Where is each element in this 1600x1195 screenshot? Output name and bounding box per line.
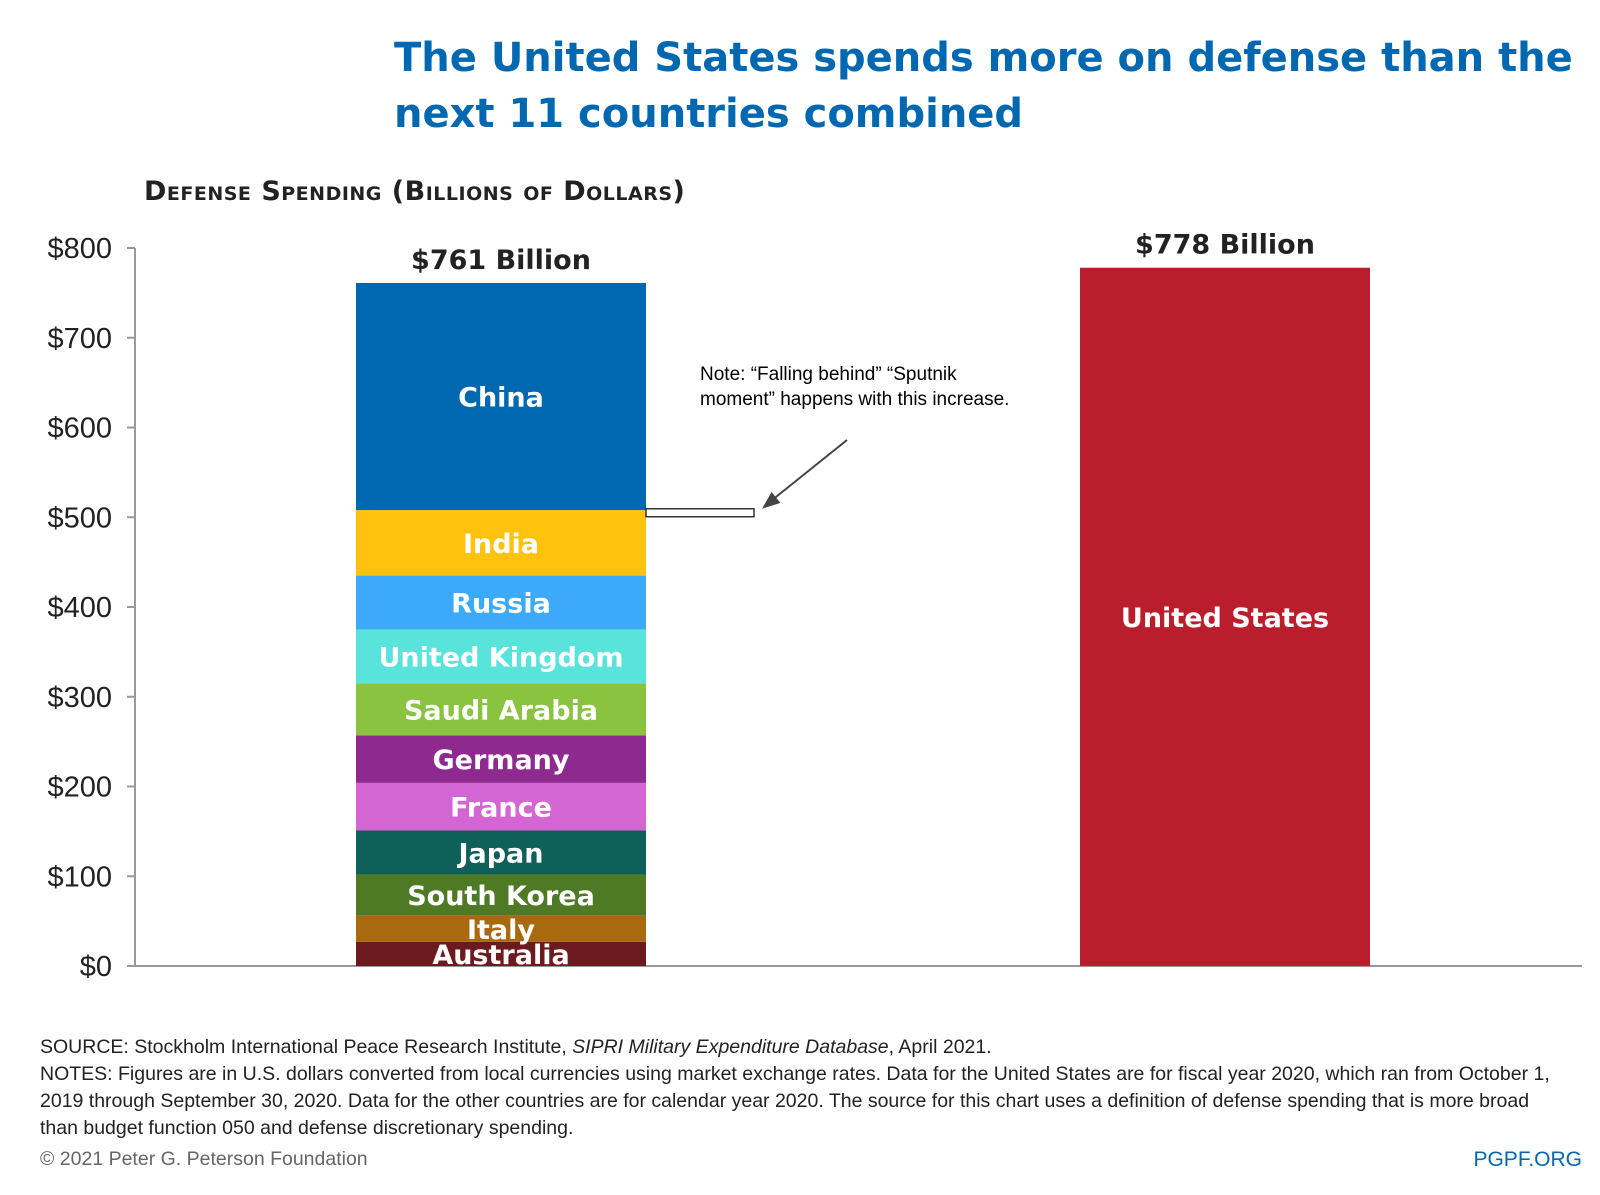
y-tick-label: $600 xyxy=(47,413,112,445)
bar-segment xyxy=(356,683,646,736)
copyright: © 2021 Peter G. Peterson Foundation xyxy=(40,1148,368,1170)
bar-segment xyxy=(356,629,646,684)
source-italic: SIPRI Military Expenditure Database xyxy=(572,1036,889,1058)
bar-chart: $0 $100 $200 $300 $400 $500 $600 $700 $800 Austr… xyxy=(47,230,1582,983)
segment-label: China xyxy=(458,383,544,414)
callout xyxy=(645,439,848,518)
y-tick-label: $800 xyxy=(47,233,112,265)
notes-text: NOTES: Figures are in U.S. dollars conve… xyxy=(40,1063,1550,1139)
bar-total-label: $778 Billion xyxy=(1135,230,1315,261)
segment-label: Italy xyxy=(467,915,535,946)
segment-label: United States xyxy=(1121,603,1329,634)
bar-segment xyxy=(356,941,646,966)
bar-total-label: $761 Billion xyxy=(411,245,591,276)
segment-label: Germany xyxy=(433,745,570,776)
segment-label: Australia xyxy=(432,940,569,971)
callout-arrowhead xyxy=(762,491,781,509)
source-suffix: , April 2021. xyxy=(888,1036,992,1058)
bar-segment xyxy=(356,510,646,576)
chart-subtitle: Defense Spending (Billions of Dollars) xyxy=(144,176,686,207)
y-tick-label: $500 xyxy=(47,502,112,534)
bar-segment xyxy=(356,575,646,630)
y-tick-label: $300 xyxy=(47,682,112,714)
y-tick-label: $0 xyxy=(80,951,112,983)
source-prefix: SOURCE: Stockholm International Peace Re… xyxy=(40,1036,573,1058)
segment-label: Japan xyxy=(456,838,543,869)
bar-segment xyxy=(356,915,646,942)
bar-segment xyxy=(1080,267,1370,966)
y-axis: $0 $100 $200 $300 $400 $500 $600 $700 $800 xyxy=(47,233,1582,983)
segment-label: France xyxy=(450,793,552,824)
bar-segment xyxy=(356,782,646,831)
annotation-note: Note: “Falling behind” “Sputnik moment” … xyxy=(700,364,1010,410)
segment-label: United Kingdom xyxy=(378,642,623,673)
bar-segment xyxy=(356,283,646,511)
bar-segment xyxy=(356,735,646,783)
y-tick-label: $700 xyxy=(47,323,112,355)
site-link[interactable]: PGPF.ORG xyxy=(1473,1148,1582,1171)
callout-arrow-line xyxy=(769,439,848,503)
source-line: SOURCE: Stockholm International Peace Re… xyxy=(40,1034,1570,1061)
segment-label: Saudi Arabia xyxy=(404,695,598,726)
bar-group: United States $778 Billion xyxy=(1080,230,1370,966)
source-notes: SOURCE: Stockholm International Peace Re… xyxy=(40,1034,1570,1142)
y-tick-label: $200 xyxy=(47,772,112,804)
bar-segment xyxy=(356,830,646,875)
callout-box xyxy=(645,508,755,518)
segment-label: Russia xyxy=(451,589,551,620)
bar-segment xyxy=(356,874,646,916)
chart-title: The United States spends more on defense… xyxy=(394,35,1573,137)
y-tick-label: $400 xyxy=(47,592,112,624)
y-tick-label: $100 xyxy=(47,861,112,893)
segment-label: South Korea xyxy=(407,881,595,912)
segment-label: India xyxy=(463,529,539,560)
